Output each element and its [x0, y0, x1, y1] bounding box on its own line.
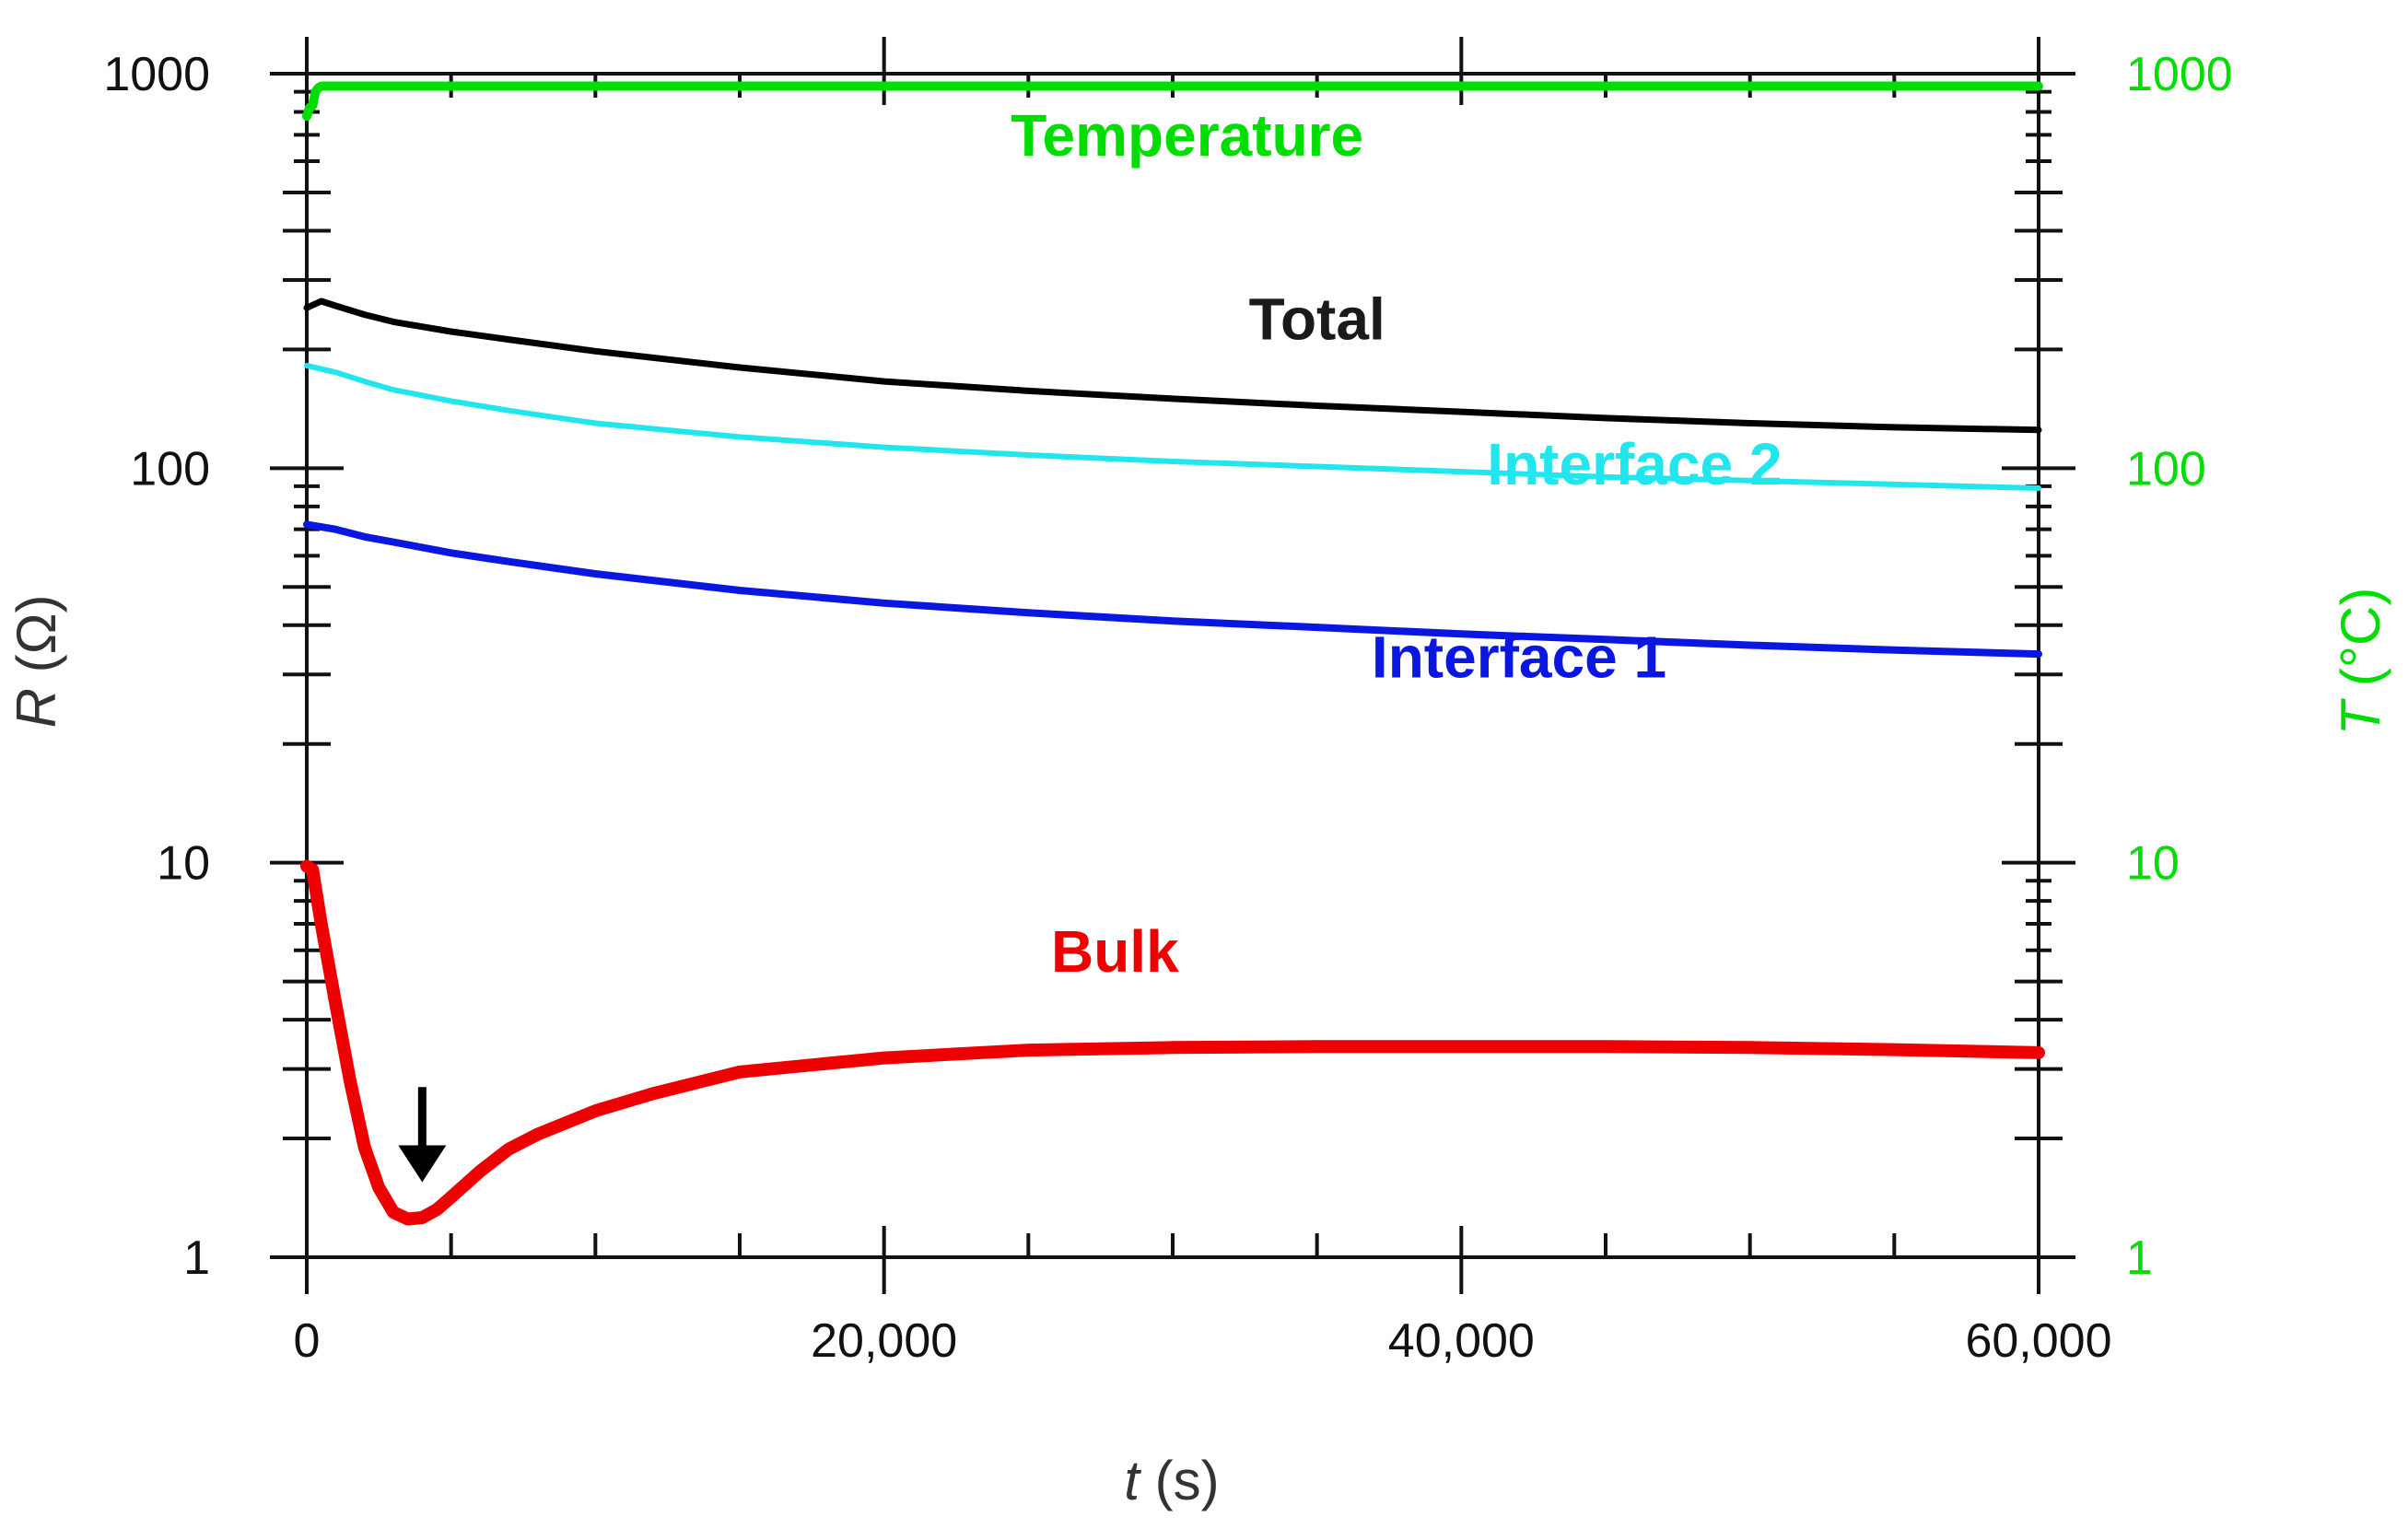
y-tick-label-right: 100: [2126, 442, 2206, 496]
y-tick-label-left: 1: [183, 1231, 210, 1285]
y-tick-label-right: 1: [2126, 1231, 2153, 1285]
series-label: Interface 2: [1487, 431, 1782, 497]
y-axis-title-left: R (Ω): [6, 595, 67, 729]
x-tick-label: 0: [294, 1314, 321, 1368]
x-axis-title-unit: (s): [1140, 1450, 1220, 1511]
series-interface-1: [303, 520, 2042, 659]
plot-frame-layer: 0 20,000 40,000 60,000 1 1 10 10 100 100 1000 1000: [103, 37, 2233, 1368]
series-label: Total: [1249, 286, 1385, 353]
y-axis-title-right: T (°C): [2330, 588, 2391, 736]
x-tick-label: 60,000: [1965, 1314, 2111, 1368]
series-bulk: [300, 859, 2045, 1226]
arrow-head: [398, 1145, 447, 1183]
x-tick-label: 40,000: [1388, 1314, 1535, 1368]
y-tick-label-right: 10: [2126, 837, 2180, 891]
y-axis-title-right-var: T: [2330, 697, 2391, 735]
label-layer: Temperature Total Interface 2 Interface 1 Bu…: [398, 102, 1782, 1183]
x-axis-title: t (s): [1124, 1450, 1219, 1511]
series-label: Bulk: [1051, 918, 1179, 985]
series-temperature: [302, 81, 2043, 122]
series-total: [303, 298, 2042, 434]
x-axis-title-var: t: [1124, 1450, 1141, 1511]
series-label: Interface 1: [1372, 624, 1666, 690]
y-axis-title-left-unit: (Ω): [6, 595, 67, 688]
series-label: Temperature: [1011, 102, 1363, 169]
y-tick-label-left: 100: [130, 442, 210, 496]
y-tick-label-left: 10: [157, 837, 210, 891]
y-axis-title-left-var: R: [6, 688, 67, 728]
x-tick-label: 20,000: [811, 1314, 957, 1368]
y-tick-label-left: 1000: [103, 48, 210, 101]
y-axis-title-right-unit: (°C): [2330, 588, 2391, 702]
y-tick-label-right: 1000: [2126, 48, 2233, 101]
plot-frame: [305, 72, 2040, 1259]
series-layer: [300, 81, 2045, 1226]
series-interface-2: [304, 362, 2041, 491]
